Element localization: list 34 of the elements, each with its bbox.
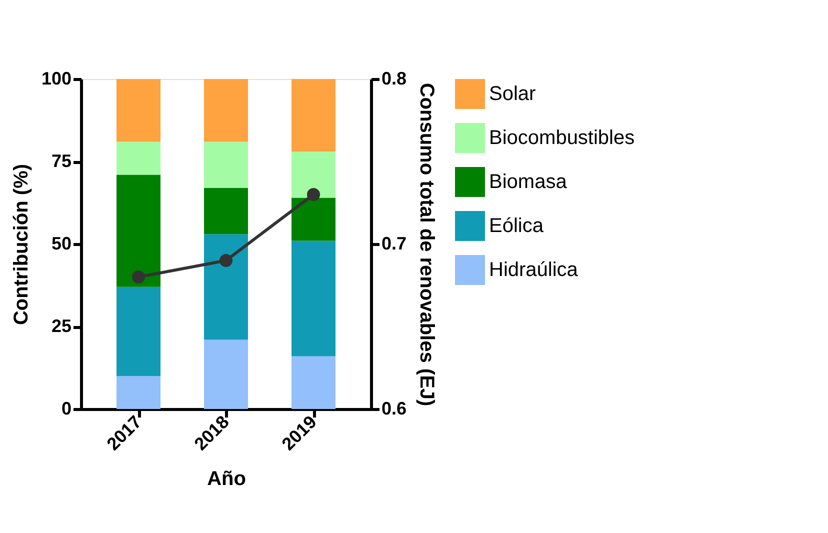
bar xyxy=(292,356,336,409)
bar xyxy=(292,152,336,198)
bar xyxy=(204,340,248,409)
y-tick-label: 75 xyxy=(51,151,72,171)
legend-label: Solar xyxy=(489,83,536,105)
point xyxy=(132,270,146,284)
bar xyxy=(116,142,160,175)
y-axis-title: Contribución (%) xyxy=(10,164,32,326)
point xyxy=(306,188,320,202)
y-tick-label: 0 xyxy=(61,398,72,418)
legend-label: Hidraúlica xyxy=(489,259,579,281)
y2-tick-label: 0.6 xyxy=(382,398,407,418)
bar xyxy=(116,376,160,409)
y-tick-label: 50 xyxy=(51,234,72,254)
legend-label: Biocombustibles xyxy=(489,127,635,149)
bar xyxy=(292,240,336,356)
y2-tick-label: 0.7 xyxy=(382,234,407,254)
bar xyxy=(204,234,248,340)
legend-label: Eólica xyxy=(489,215,544,237)
bar xyxy=(116,79,160,142)
bar xyxy=(292,79,336,152)
point xyxy=(219,254,233,268)
bar xyxy=(116,174,160,287)
bar xyxy=(116,286,160,376)
x-axis-title: Año xyxy=(207,468,246,490)
bar xyxy=(204,79,248,142)
y2-tick-label: 0.8 xyxy=(382,68,407,88)
bar xyxy=(204,188,248,234)
y2-axis-title: Consumo total de renovables (EJ) xyxy=(416,82,438,406)
y-tick-label: 100 xyxy=(41,68,72,88)
y-tick-label: 25 xyxy=(51,316,72,336)
bar xyxy=(204,142,248,188)
bar xyxy=(292,198,336,241)
legend-label: Biomasa xyxy=(489,171,568,193)
